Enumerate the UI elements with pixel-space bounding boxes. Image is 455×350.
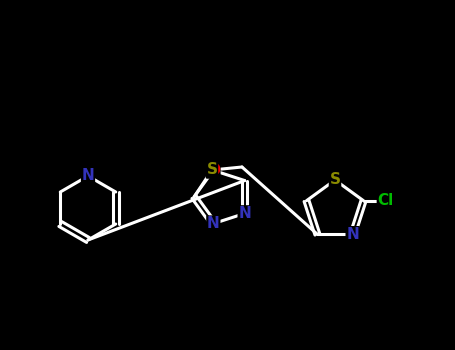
Text: S: S — [207, 162, 217, 177]
Text: O: O — [207, 163, 220, 178]
Text: N: N — [207, 216, 220, 231]
Text: S: S — [329, 173, 340, 188]
Text: Cl: Cl — [377, 193, 394, 208]
Text: N: N — [81, 168, 94, 183]
Text: N: N — [238, 206, 251, 221]
Text: N: N — [346, 227, 359, 242]
